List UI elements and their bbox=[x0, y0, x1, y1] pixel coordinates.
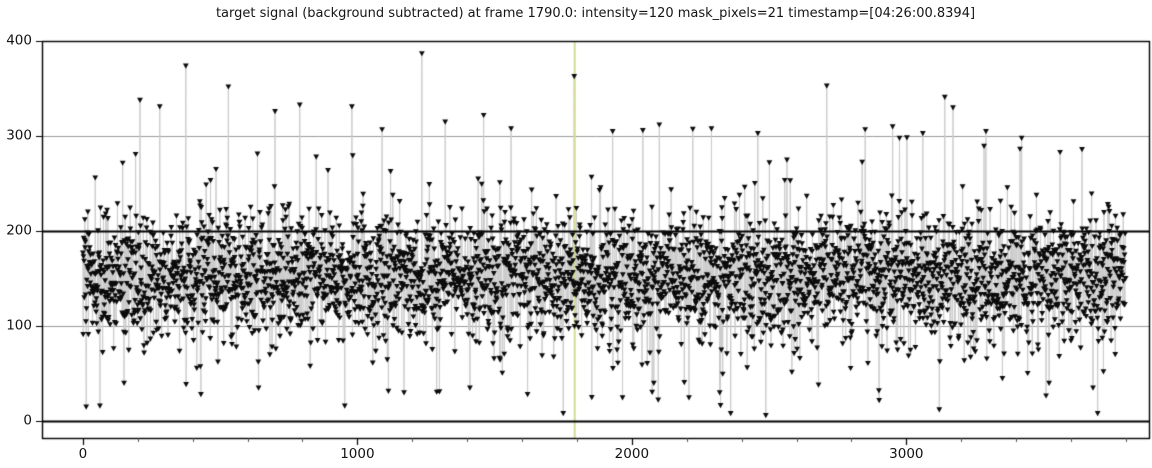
x-tick-label: 3000 bbox=[889, 446, 924, 462]
y-tick-label: 300 bbox=[6, 127, 32, 144]
y-tick-label: 100 bbox=[6, 317, 32, 334]
x-tick-label: 2000 bbox=[614, 446, 650, 462]
chart-title: target signal (background subtracted) at… bbox=[215, 6, 976, 21]
y-tick-label: 200 bbox=[6, 222, 32, 239]
x-tick-label: 1000 bbox=[340, 446, 375, 462]
y-tick-label: 400 bbox=[6, 32, 32, 49]
x-tick-label: 0 bbox=[78, 446, 88, 462]
y-tick-label: 0 bbox=[23, 412, 32, 429]
